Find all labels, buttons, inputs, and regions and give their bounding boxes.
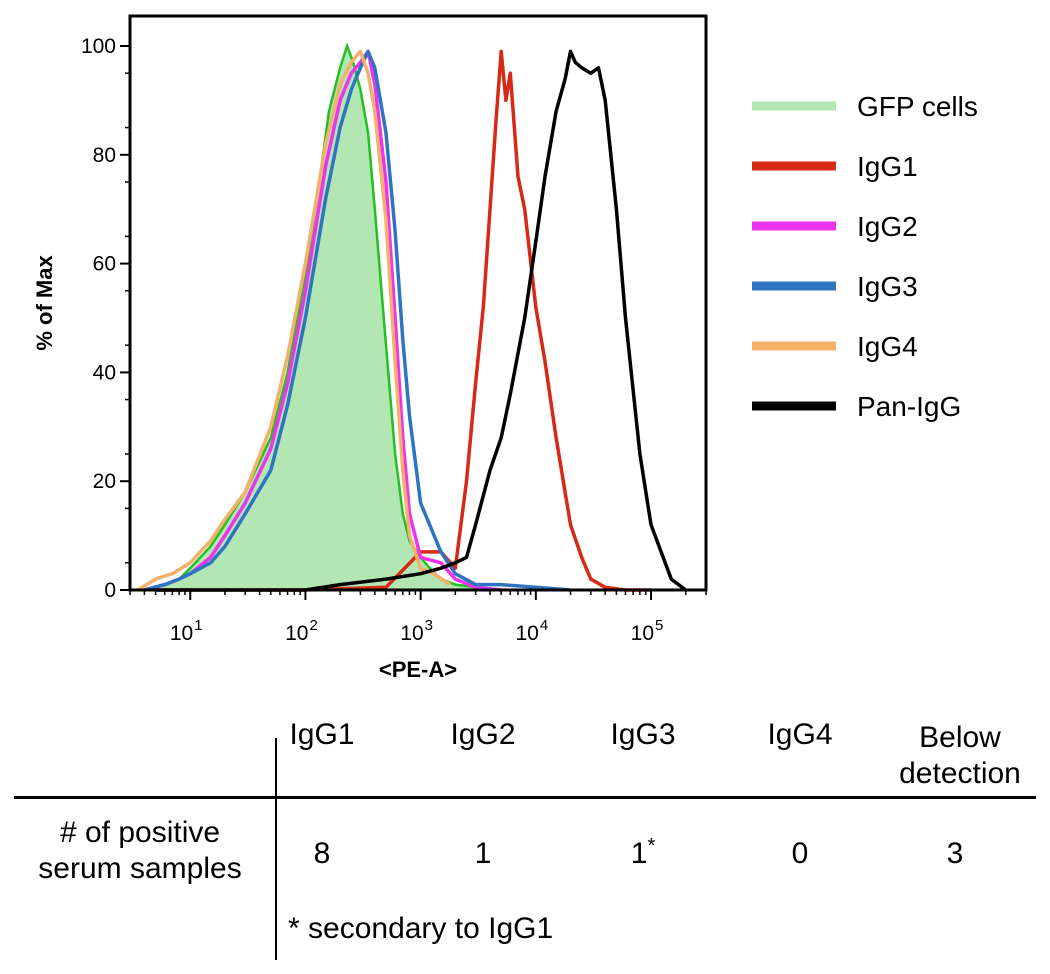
value-igg3: 1*: [603, 835, 683, 871]
series-gfp-cells: [144, 42, 502, 592]
value-igg3-asterisk: *: [647, 835, 656, 857]
legend-label-pan-igg: Pan-IgG: [857, 391, 961, 422]
header-igg4: IgG4: [767, 718, 833, 751]
row-label: # of positive serum samples: [20, 815, 260, 887]
y-tick-label: 0: [104, 579, 116, 602]
series-layer: [136, 42, 687, 592]
y-tick-label: 80: [93, 144, 116, 167]
value-igg1: 8: [313, 837, 331, 870]
x-tick-label: 104: [515, 617, 548, 645]
x-tick-label: 102: [285, 617, 318, 645]
table-horizontal-rule: [14, 796, 1036, 799]
histogram-chart: 0 20 40 60 80 100 101 102 103 104 105 % of Max <PE…: [32, 14, 978, 682]
x-tick-label: 103: [400, 617, 433, 645]
table-footnote: * secondary to IgG1: [288, 912, 554, 945]
header-below-line1: Below: [919, 721, 1001, 754]
series-pan-igg: [155, 49, 687, 592]
y-axis-title: % of Max: [32, 255, 57, 351]
y-tick-label: 60: [93, 253, 116, 276]
plot-frame: [128, 14, 708, 592]
x-tick-label: 101: [170, 617, 203, 645]
header-igg1: IgG1: [289, 718, 355, 751]
value-below-detection: 3: [946, 837, 964, 870]
value-igg2: 1: [474, 837, 492, 870]
legend-label-gfp-cells: GFP cells: [857, 91, 978, 122]
row-label-line2: serum samples: [38, 852, 242, 885]
header-igg3: IgG3: [610, 718, 676, 751]
ticks-layer: 0 20 40 60 80 100 101 102 103 104 105: [81, 35, 707, 645]
row-label-line1: # of positive: [59, 816, 221, 849]
x-tick-label: 105: [631, 617, 664, 645]
y-tick-label: 40: [93, 361, 116, 384]
x-axis-title: <PE-A>: [379, 657, 457, 682]
value-igg4: 0: [791, 837, 809, 870]
header-igg2: IgG2: [450, 718, 516, 751]
table-vertical-rule: [275, 738, 277, 960]
series-igg4: [136, 49, 451, 592]
series-igg2: [143, 49, 502, 592]
header-below-detection: Below detection: [885, 720, 1035, 792]
legend-label-igg3: IgG3: [857, 271, 918, 302]
value-igg3-number: 1: [630, 837, 648, 870]
y-tick-label: 100: [81, 35, 116, 58]
legend: GFP cells IgG1 IgG2 IgG3 IgG4 Pan-IgG: [752, 91, 978, 422]
legend-label-igg2: IgG2: [857, 211, 918, 242]
legend-label-igg4: IgG4: [857, 331, 918, 362]
legend-label-igg1: IgG1: [857, 151, 918, 182]
header-below-line2: detection: [899, 757, 1021, 790]
y-tick-label: 20: [93, 470, 116, 493]
